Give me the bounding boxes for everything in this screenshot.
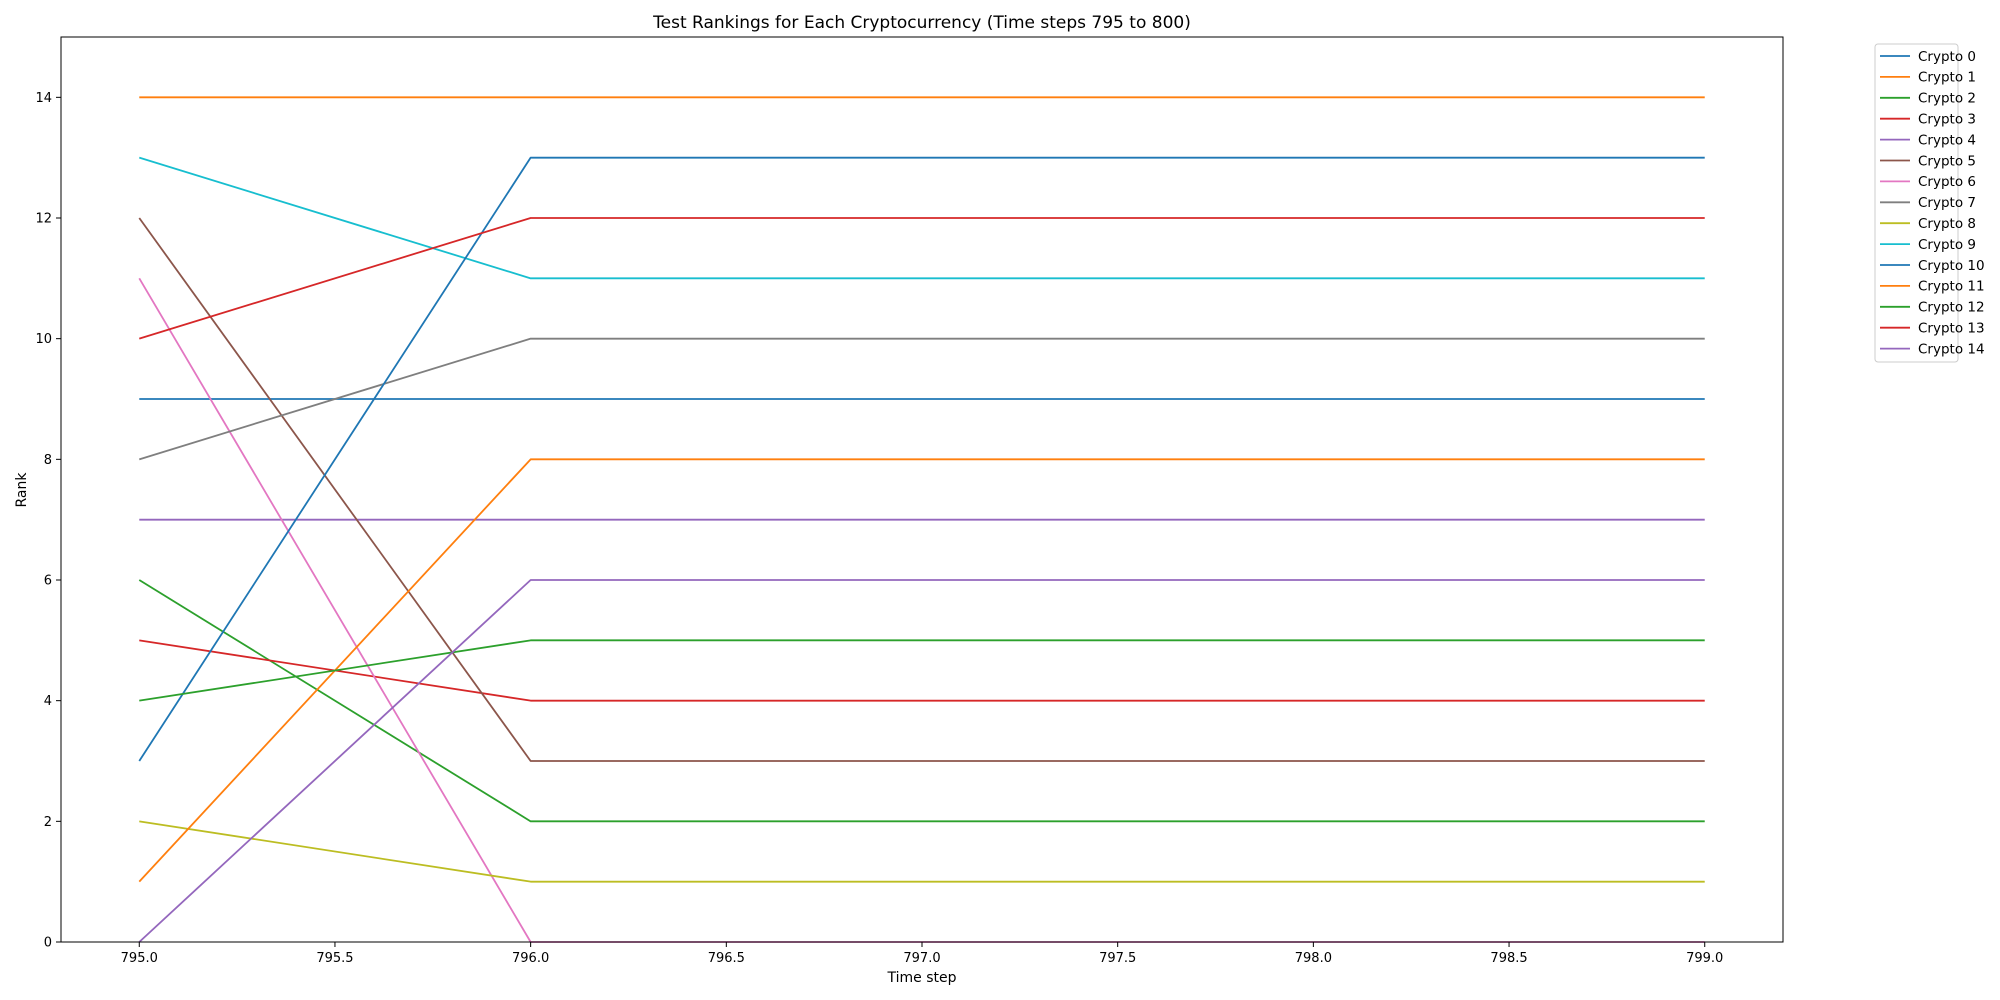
legend-label: Crypto 11 (1918, 279, 1985, 295)
y-tick-label: 10 (35, 332, 52, 347)
plot-area-frame (60, 36, 1784, 943)
series-line-5 (138, 217, 1705, 762)
x-tick-label: 797.5 (1099, 951, 1136, 966)
x-axis-title: Time step (887, 970, 957, 986)
x-tick-label: 797.0 (903, 951, 940, 966)
legend-label: Crypto 7 (1918, 195, 1976, 211)
x-tick-label: 798.0 (1295, 951, 1332, 966)
series-line-10 (138, 156, 1705, 762)
y-tick-label: 12 (35, 212, 52, 227)
legend-label: Crypto 12 (1918, 300, 1985, 316)
legend-label: Crypto 2 (1918, 91, 1976, 107)
legend-frame (1874, 43, 1959, 363)
legend-label: Crypto 4 (1918, 132, 1976, 148)
legend-label: Crypto 13 (1918, 321, 1985, 337)
legend-label: Crypto 9 (1918, 237, 1976, 253)
x-tick-label: 799.0 (1686, 951, 1723, 966)
x-tick-label: 796.0 (512, 951, 549, 966)
legend-label: Crypto 5 (1918, 153, 1976, 169)
x-tick-label: 798.5 (1490, 951, 1527, 966)
legend-label: Crypto 10 (1918, 258, 1985, 274)
legend-label: Crypto 0 (1918, 49, 1976, 65)
legend: Crypto 0 Crypto 1 Crypto 2 Crypto 3 Crypto 4… (1874, 43, 1985, 363)
legend-items: Crypto 0 Crypto 1 Crypto 2 Crypto 3 Crypto 4… (1880, 49, 1985, 357)
series-line-6 (138, 277, 1705, 943)
series-line-2 (138, 579, 1705, 823)
x-tick-label: 796.5 (708, 951, 745, 966)
y-tick-label: 6 (44, 574, 52, 589)
y-axis-title: Rank (14, 472, 30, 508)
series-line-11 (138, 458, 1705, 883)
series-line-8 (139, 820, 1705, 883)
y-tick-label: 0 (44, 936, 52, 951)
series-line-14 (138, 579, 1705, 943)
series-lines (138, 96, 1705, 943)
legend-label: Crypto 1 (1918, 70, 1976, 86)
y-tick-label: 14 (35, 91, 52, 106)
series-line-13 (139, 217, 1705, 340)
chart-title: Test Rankings for Each Cryptocurrency (T… (652, 13, 1191, 33)
legend-label: Crypto 3 (1918, 112, 1976, 128)
series-line-3 (139, 639, 1705, 702)
legend-label: Crypto 6 (1918, 174, 1976, 190)
legend-label: Crypto 8 (1918, 216, 1976, 232)
series-line-12 (139, 639, 1705, 702)
y-tick-label: 4 (44, 694, 52, 709)
legend-label: Crypto 14 (1918, 341, 1985, 357)
y-tick-label: 2 (44, 815, 52, 830)
x-axis-ticks: 795.0 795.5 796.0 796.5 797.0 797.5 798.0 798.5… (121, 942, 1723, 966)
series-line-7 (139, 337, 1705, 461)
x-tick-label: 795.0 (121, 951, 158, 966)
x-tick-label: 795.5 (316, 951, 353, 966)
series-line-9 (139, 156, 1705, 280)
y-axis-ticks: 0 2 4 6 8 10 12 14 (35, 91, 61, 951)
y-tick-label: 8 (44, 453, 52, 468)
